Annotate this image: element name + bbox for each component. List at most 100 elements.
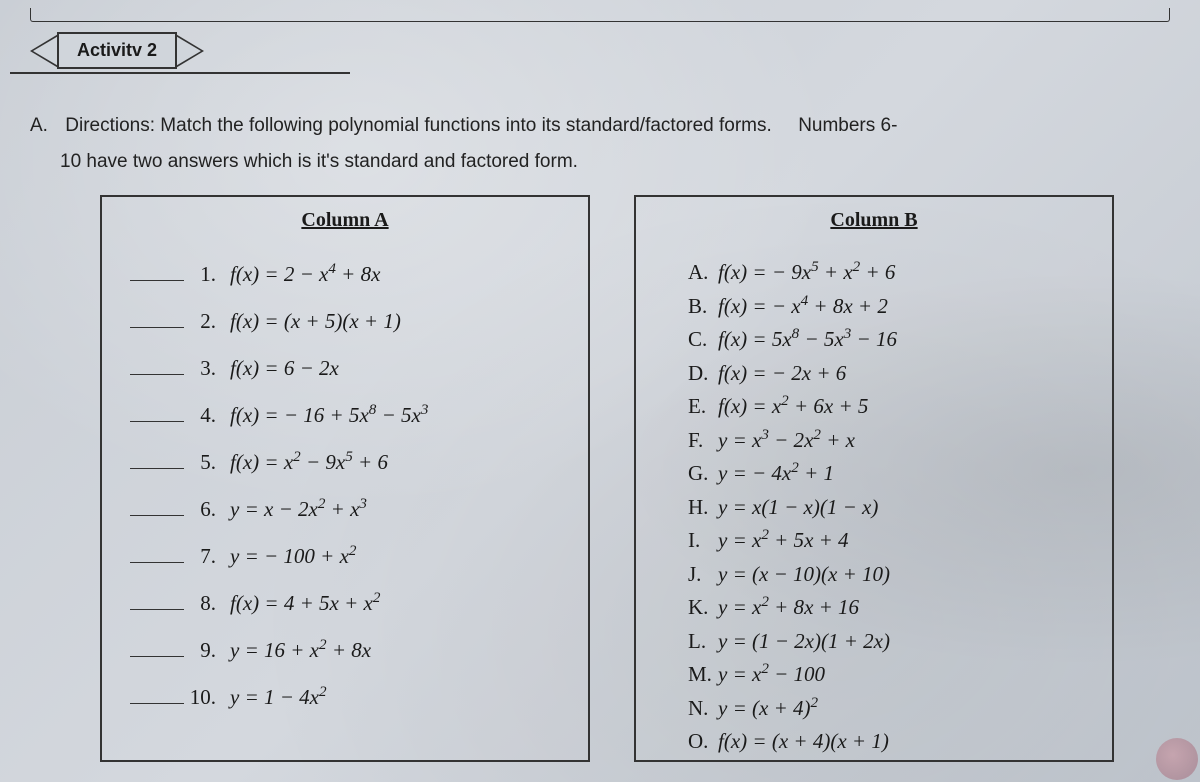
column-b-heading: Column B xyxy=(656,209,1092,232)
item-letter: C. xyxy=(688,327,718,352)
math-expression: f(x) = x2 − 9x5 + 6 xyxy=(230,450,388,475)
item-number: 7. xyxy=(188,544,216,569)
column-b-item: H.y = x(1 − x)(1 − x) xyxy=(688,495,1092,520)
item-number: 9. xyxy=(188,638,216,663)
math-expression: y = 16 + x2 + 8x xyxy=(230,638,371,663)
item-letter: J. xyxy=(688,562,718,587)
column-b-item: J.y = (x − 10)(x + 10) xyxy=(688,562,1092,587)
column-b-item: K.y = x2 + 8x + 16 xyxy=(688,595,1092,620)
corner-smudge xyxy=(1156,738,1198,780)
column-a-heading: Column A xyxy=(122,209,568,232)
math-expression: y = (x − 10)(x + 10) xyxy=(718,562,890,587)
item-number: 4. xyxy=(188,403,216,428)
item-letter: G. xyxy=(688,461,718,486)
column-a-item: 2. f(x) = (x + 5)(x + 1) xyxy=(130,307,568,334)
math-expression: f(x) = (x + 5)(x + 1) xyxy=(230,309,401,334)
math-expression: f(x) = 4 + 5x + x2 xyxy=(230,591,380,616)
math-expression: f(x) = − x4 + 8x + 2 xyxy=(718,294,888,319)
math-expression: f(x) = 5x8 − 5x3 − 16 xyxy=(718,327,897,352)
math-expression: y = − 4x2 + 1 xyxy=(718,461,834,486)
banner-right-chevron xyxy=(174,33,204,69)
page-top-border xyxy=(30,8,1170,22)
item-number: 10. xyxy=(188,685,216,710)
item-letter: N. xyxy=(688,696,718,721)
banner-left-chevron xyxy=(30,33,60,69)
columns-container: Column A 1. f(x) = 2 − x4 + 8x 2. f(x) = (x… xyxy=(100,195,1140,762)
math-expression: f(x) = (x + 4)(x + 1) xyxy=(718,729,889,754)
column-b-item: D.f(x) = − 2x + 6 xyxy=(688,361,1092,386)
item-number: 2. xyxy=(188,309,216,334)
item-letter: K. xyxy=(688,595,718,620)
banner-underline xyxy=(10,72,350,74)
column-a-item: 3. f(x) = 6 − 2x xyxy=(130,354,568,381)
item-number: 5. xyxy=(188,450,216,475)
math-expression: f(x) = x2 + 6x + 5 xyxy=(718,394,868,419)
activity-banner: Activitv 2 xyxy=(30,32,204,69)
column-b-item: O.f(x) = (x + 4)(x + 1) xyxy=(688,729,1092,754)
column-a-item: 4. f(x) = − 16 + 5x8 − 5x3 xyxy=(130,401,568,428)
column-b-item: G.y = − 4x2 + 1 xyxy=(688,461,1092,486)
column-a-item: 1. f(x) = 2 − x4 + 8x xyxy=(130,260,568,287)
math-expression: f(x) = 2 − x4 + 8x xyxy=(230,262,380,287)
answer-blank[interactable] xyxy=(130,542,184,563)
item-letter: F. xyxy=(688,428,718,453)
column-b-item: M.y = x2 − 100 xyxy=(688,662,1092,687)
column-b-item: C.f(x) = 5x8 − 5x3 − 16 xyxy=(688,327,1092,352)
math-expression: y = x2 − 100 xyxy=(718,662,825,687)
math-expression: y = x(1 − x)(1 − x) xyxy=(718,495,878,520)
column-b-item: B.f(x) = − x4 + 8x + 2 xyxy=(688,294,1092,319)
column-a-item: 10. y = 1 − 4x2 xyxy=(130,683,568,710)
math-expression: f(x) = 6 − 2x xyxy=(230,356,339,381)
math-expression: y = − 100 + x2 xyxy=(230,544,356,569)
math-expression: y = x − 2x2 + x3 xyxy=(230,497,367,522)
item-letter: E. xyxy=(688,394,718,419)
math-expression: f(x) = − 2x + 6 xyxy=(718,361,846,386)
answer-blank[interactable] xyxy=(130,307,184,328)
column-b-item: L.y = (1 − 2x)(1 + 2x) xyxy=(688,629,1092,654)
math-expression: f(x) = − 9x5 + x2 + 6 xyxy=(718,260,895,285)
item-number: 8. xyxy=(188,591,216,616)
math-expression: y = (1 − 2x)(1 + 2x) xyxy=(718,629,890,654)
math-expression: y = x2 + 8x + 16 xyxy=(718,595,859,620)
math-expression: y = 1 − 4x2 xyxy=(230,685,327,710)
answer-blank[interactable] xyxy=(130,495,184,516)
column-a-box: Column A 1. f(x) = 2 − x4 + 8x 2. f(x) = (x… xyxy=(100,195,590,762)
answer-blank[interactable] xyxy=(130,260,184,281)
math-expression: f(x) = − 16 + 5x8 − 5x3 xyxy=(230,403,428,428)
answer-blank[interactable] xyxy=(130,636,184,657)
answer-blank[interactable] xyxy=(130,354,184,375)
column-b-box: Column B A.f(x) = − 9x5 + x2 + 6B.f(x) =… xyxy=(634,195,1114,762)
item-number: 6. xyxy=(188,497,216,522)
column-b-item: E.f(x) = x2 + 6x + 5 xyxy=(688,394,1092,419)
activity-title: Activitv 2 xyxy=(57,32,177,69)
item-number: 3. xyxy=(188,356,216,381)
column-b-list: A.f(x) = − 9x5 + x2 + 6 B.f(x) = − x4 + 8… xyxy=(656,260,1092,754)
column-a-item: 9. y = 16 + x2 + 8x xyxy=(130,636,568,663)
item-letter: H. xyxy=(688,495,718,520)
answer-blank[interactable] xyxy=(130,683,184,704)
column-a-item: 6. y = x − 2x2 + x3 xyxy=(130,495,568,522)
item-number: 1. xyxy=(188,262,216,287)
column-b-item: A.f(x) = − 9x5 + x2 + 6 xyxy=(688,260,1092,285)
item-letter: D. xyxy=(688,361,718,386)
item-letter: O. xyxy=(688,729,718,754)
item-letter: M. xyxy=(688,662,718,687)
answer-blank[interactable] xyxy=(130,401,184,422)
answer-blank[interactable] xyxy=(130,589,184,610)
directions-line2: 10 have two answers which is it's standa… xyxy=(30,151,578,172)
item-letter: L. xyxy=(688,629,718,654)
column-a-item: 7. y = − 100 + x2 xyxy=(130,542,568,569)
column-b-item: N.y = (x + 4)2 xyxy=(688,696,1092,721)
column-a-item: 5. f(x) = x2 − 9x5 + 6 xyxy=(130,448,568,475)
column-b-item: F.y = x3 − 2x2 + x xyxy=(688,428,1092,453)
math-expression: y = x3 − 2x2 + x xyxy=(718,428,855,453)
section-letter: A. xyxy=(30,108,60,144)
answer-blank[interactable] xyxy=(130,448,184,469)
item-letter: B. xyxy=(688,294,718,319)
column-b-item: I.y = x2 + 5x + 4 xyxy=(688,528,1092,553)
column-a-list: 1. f(x) = 2 − x4 + 8x 2. f(x) = (x + 5)(x +… xyxy=(122,260,568,710)
directions-line1-tail: Numbers 6- xyxy=(798,115,897,136)
math-expression: y = (x + 4)2 xyxy=(718,696,818,721)
math-expression: y = x2 + 5x + 4 xyxy=(718,528,849,553)
directions-block: A. Directions: Match the following polyn… xyxy=(30,108,1170,180)
